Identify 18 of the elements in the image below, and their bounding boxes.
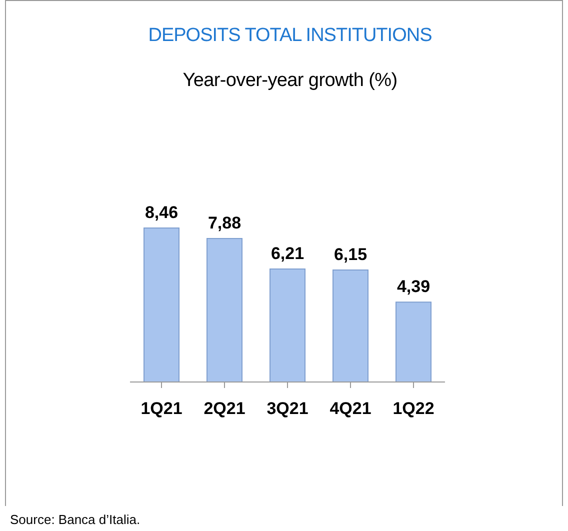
data-label: 6,15 [334, 245, 368, 264]
bar [270, 268, 306, 382]
bar [332, 270, 368, 382]
data-label: 4,39 [396, 277, 430, 296]
data-label: 8,46 [144, 203, 178, 222]
bar [144, 228, 180, 382]
chart-subtitle: Year-over-year growth (%) [182, 70, 398, 92]
data-label: 6,21 [270, 244, 304, 263]
x-tick-label: 1Q21 [140, 399, 182, 418]
x-tick-label: 4Q21 [330, 399, 372, 418]
bar [206, 238, 242, 382]
source-note: Source: Banca d’Italia. [10, 512, 140, 527]
x-tick-label: 3Q21 [266, 399, 308, 418]
bar [396, 302, 432, 382]
chart-title: DEPOSITS TOTAL INSTITUTIONS [147, 25, 433, 47]
x-tick-label: 1Q22 [392, 399, 434, 418]
x-tick-label: 2Q21 [204, 399, 246, 418]
data-label: 7,88 [208, 214, 242, 233]
